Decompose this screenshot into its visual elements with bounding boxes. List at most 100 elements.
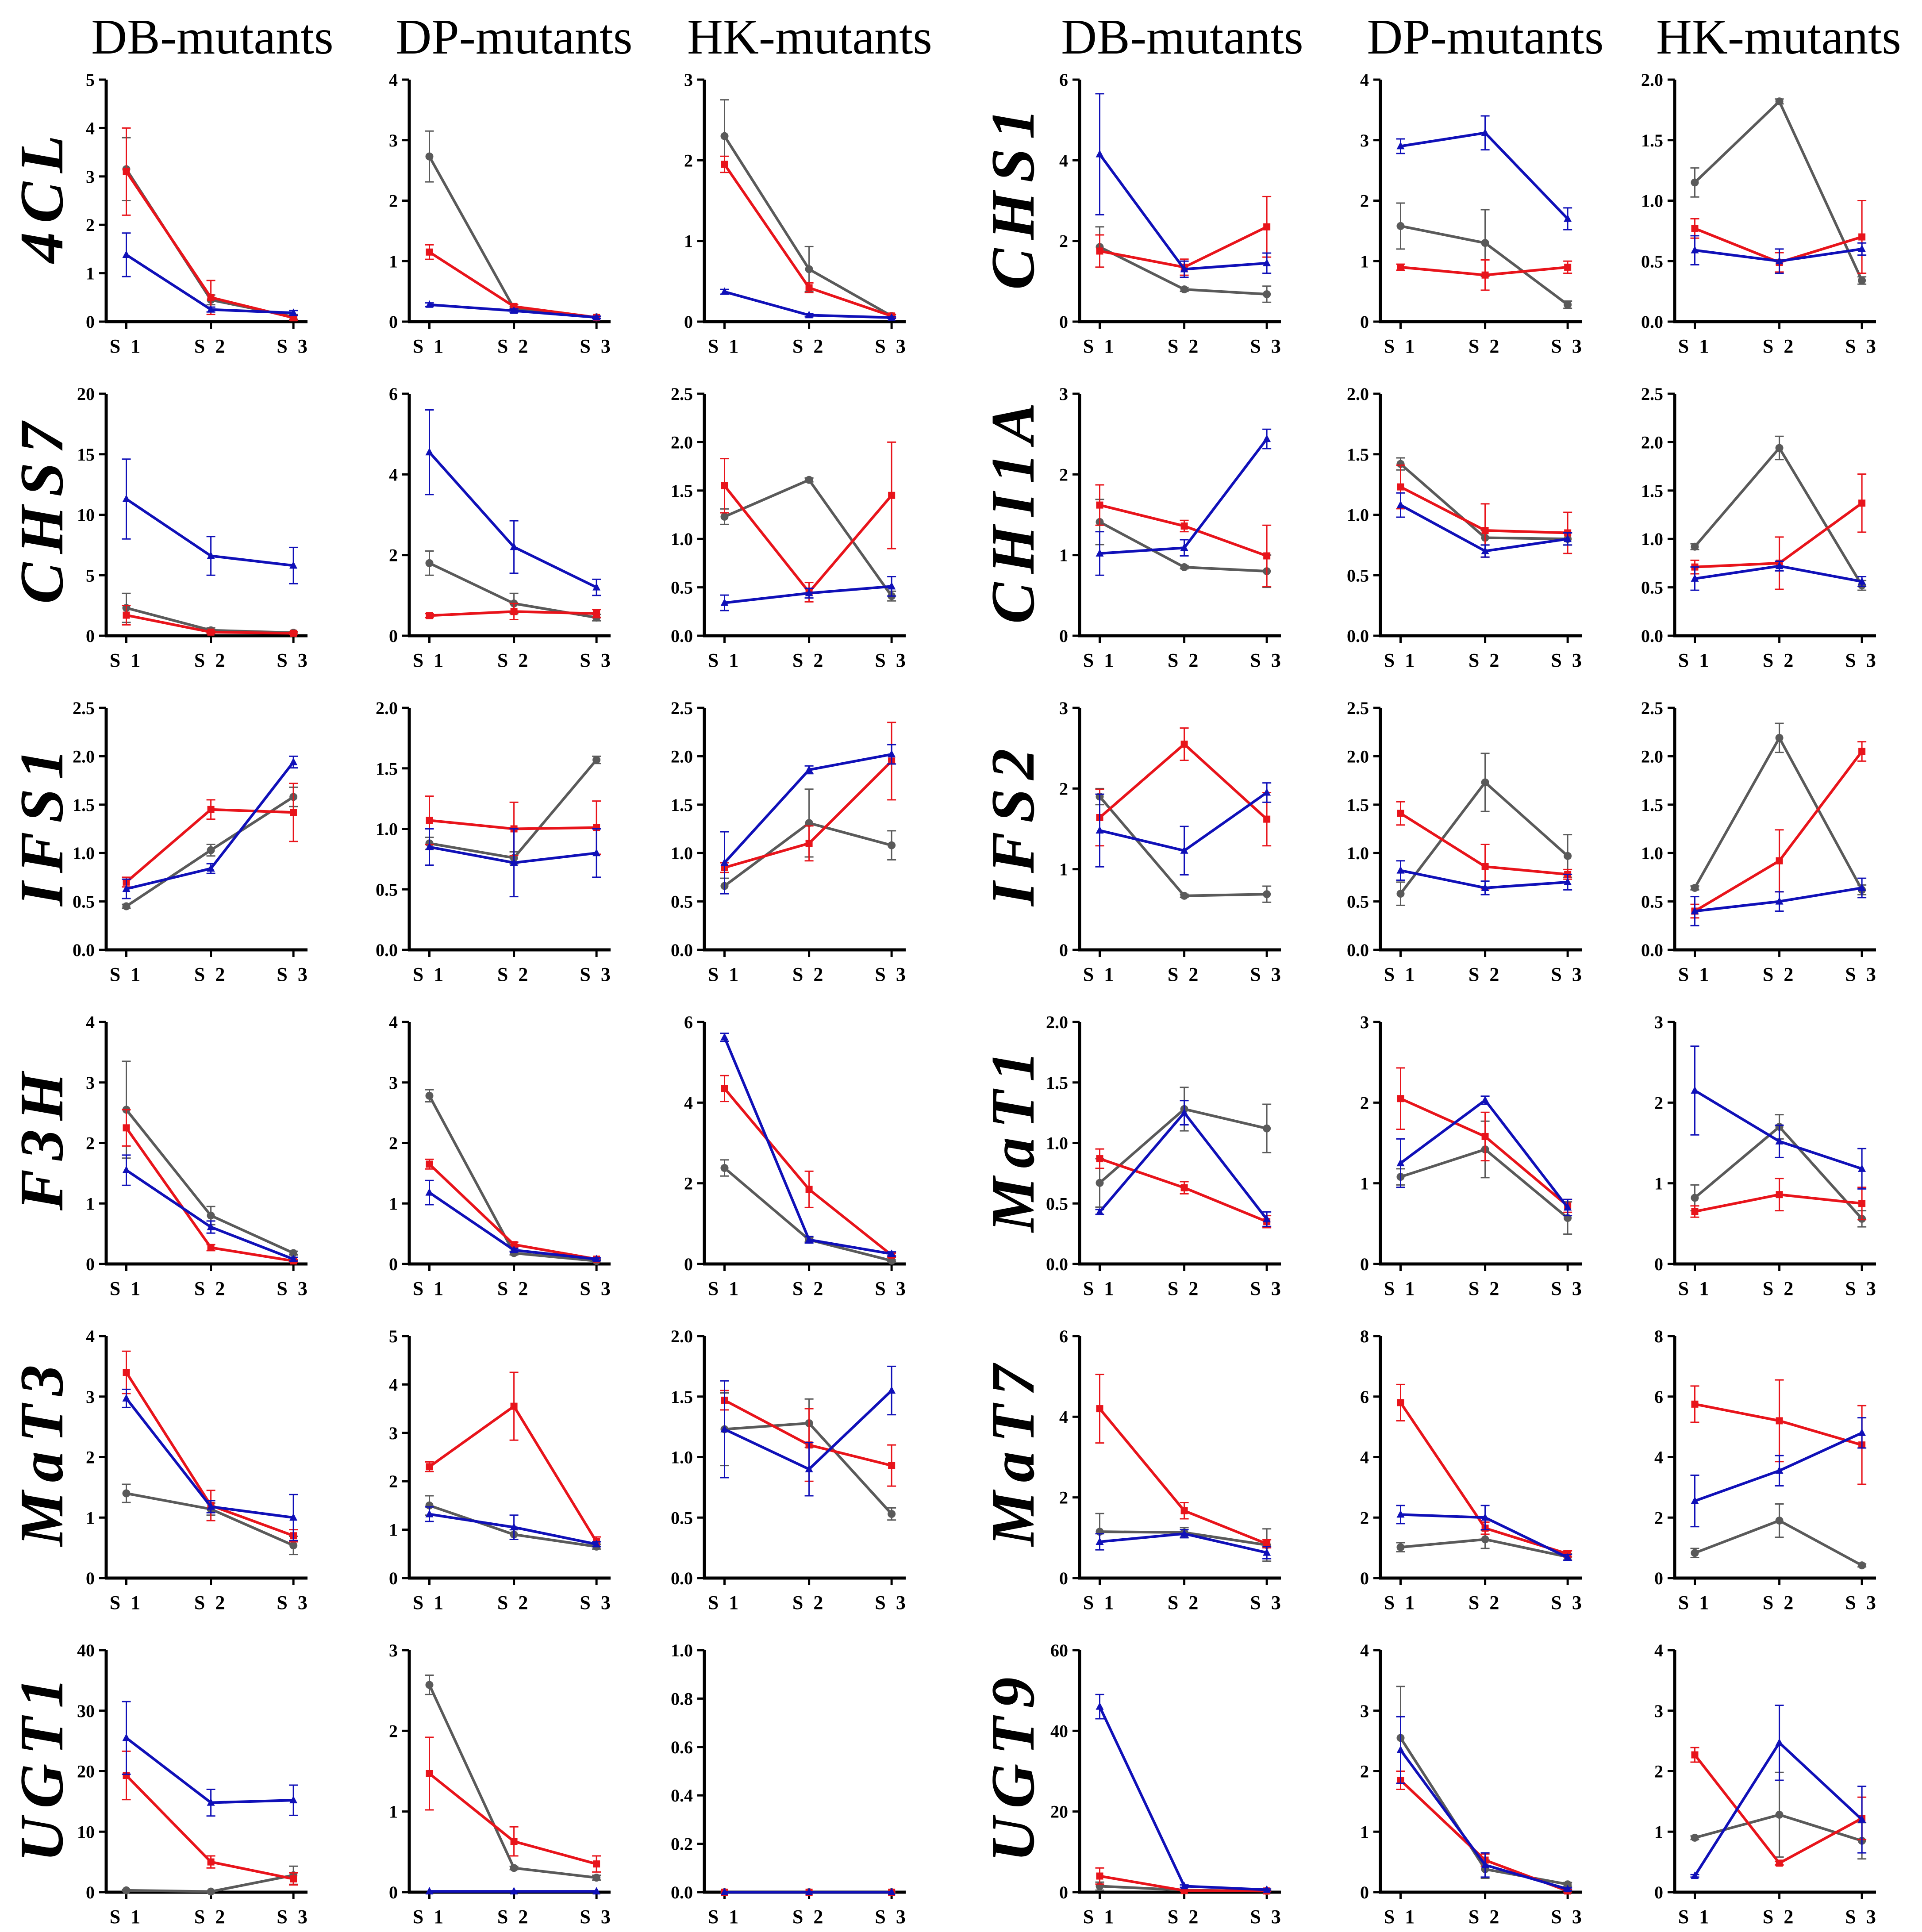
- x-tick-label: S 2: [497, 1278, 530, 1299]
- series-db: [425, 1158, 601, 1263]
- data-point: [1180, 543, 1188, 551]
- data-point: [805, 284, 813, 292]
- data-point: [122, 1394, 131, 1402]
- column-title-hk-left: HK-mutants: [687, 10, 932, 65]
- series-dp: [1396, 860, 1572, 895]
- data-point: [1775, 444, 1784, 452]
- data-point: [425, 559, 434, 567]
- y-tick-label: 2.0: [671, 1326, 693, 1346]
- data-point: [721, 1085, 728, 1092]
- y-tick-label: 1: [86, 1508, 95, 1528]
- y-tick-label: 0: [1360, 1568, 1369, 1588]
- x-tick-label: S 2: [1168, 1278, 1201, 1299]
- x-tick-label: S 3: [580, 1592, 613, 1613]
- data-point: [805, 840, 813, 847]
- series-dp: [1095, 1694, 1272, 1893]
- y-tick-label: 3: [389, 131, 398, 150]
- y-tick-label: 3: [1360, 131, 1369, 150]
- y-tick-label: 0.5: [73, 892, 95, 912]
- y-tick-label: 10: [77, 505, 95, 525]
- y-tick-label: 0.8: [671, 1689, 693, 1709]
- y-tick-label: 3: [1360, 1701, 1369, 1721]
- x-tick-label: S 3: [1250, 1592, 1283, 1613]
- data-point: [290, 630, 297, 637]
- data-point: [1858, 1428, 1866, 1436]
- x-tick-label: S 3: [1845, 1906, 1878, 1928]
- y-tick-label: 5: [389, 1326, 398, 1346]
- y-tick-label: 2.0: [1046, 1012, 1068, 1032]
- data-point: [1564, 877, 1572, 885]
- series-dp: [720, 287, 896, 321]
- chart-panel-chs7-hk-mutants: 0.0 0.5 1.0 1.5 2.0 2.5 S 1 S 2 S 3: [671, 384, 906, 671]
- chart-panel-f3h-db-mutants: 0 1 2 3 4 S 1 S 2 S 3: [86, 1012, 308, 1299]
- series-db: [1690, 1747, 1867, 1867]
- x-tick-label: S 1: [110, 964, 143, 985]
- data-point: [888, 750, 896, 758]
- chart-panel-4cl-db-mutants: 0 1 2 3 4 5 S 1 S 2 S 3: [86, 70, 308, 357]
- series-db: [720, 155, 896, 320]
- y-tick-label: 0.0: [1641, 626, 1663, 646]
- x-tick-label: S 1: [1384, 649, 1417, 671]
- data-point: [1858, 233, 1866, 241]
- series-line: [1098, 1706, 1267, 1891]
- x-tick-label: S 1: [1083, 964, 1116, 985]
- y-tick-label: 6: [684, 1012, 693, 1032]
- x-tick-label: S 3: [1551, 1278, 1584, 1299]
- y-tick-label: 0.0: [671, 626, 693, 646]
- x-tick-label: S 1: [1384, 964, 1417, 985]
- data-point: [1180, 1108, 1188, 1116]
- chart-panel-ugt9-hk-mutants: 0 1 2 3 4 S 1 S 2 S 3: [1654, 1640, 1878, 1928]
- y-tick-label: 3: [389, 1640, 398, 1660]
- data-point: [122, 250, 131, 258]
- x-tick-label: S 2: [1168, 1906, 1201, 1928]
- data-point: [805, 1186, 813, 1193]
- y-tick-label: 5: [86, 70, 95, 90]
- y-tick-label: 20: [1050, 1802, 1068, 1822]
- y-tick-label: 2: [1654, 1508, 1663, 1528]
- data-point: [1858, 277, 1866, 285]
- data-point: [888, 313, 896, 321]
- x-tick-label: S 3: [875, 1592, 908, 1613]
- data-point: [1096, 150, 1104, 157]
- data-point: [1858, 499, 1866, 507]
- y-tick-label: 1: [1059, 860, 1068, 880]
- x-tick-label: S 1: [708, 1278, 741, 1299]
- data-point: [1691, 225, 1699, 232]
- series-dp: [1396, 1505, 1572, 1561]
- data-point: [1691, 1208, 1699, 1215]
- chart-panel-chi1a-dp-mutants: 0.0 0.5 1.0 1.5 2.0 S 1 S 2 S 3: [1347, 384, 1582, 671]
- data-point: [289, 308, 298, 316]
- y-tick-label: 2.0: [671, 746, 693, 766]
- x-tick-label: S 2: [194, 1906, 227, 1928]
- y-tick-label: 1.5: [73, 795, 95, 815]
- data-point: [289, 561, 298, 569]
- y-tick-label: 0.5: [1347, 892, 1369, 912]
- series-dp: [1690, 235, 1867, 274]
- data-point: [1691, 1086, 1699, 1094]
- x-tick-label: S 2: [792, 649, 826, 671]
- chart-panel-ugt9-dp-mutants: 0 1 2 3 4 S 1 S 2 S 3: [1360, 1640, 1582, 1928]
- data-point: [1396, 222, 1405, 230]
- x-tick-label: S 3: [277, 649, 310, 671]
- data-point: [1397, 1399, 1404, 1406]
- series-db: [720, 441, 896, 603]
- x-tick-label: S 1: [1083, 1906, 1116, 1928]
- series-dp: [1690, 877, 1867, 926]
- series-dp: [720, 1365, 896, 1497]
- x-tick-label: S 1: [413, 649, 446, 671]
- y-tick-label: 0: [684, 1254, 693, 1274]
- x-tick-label: S 1: [708, 1906, 741, 1928]
- x-tick-label: S 2: [792, 1906, 826, 1928]
- series-dp: [1690, 561, 1867, 591]
- data-point: [1775, 1517, 1784, 1525]
- y-tick-label: 4: [86, 1012, 95, 1032]
- data-point: [1691, 1833, 1699, 1842]
- y-tick-label: 0.5: [671, 578, 693, 598]
- x-tick-label: S 1: [413, 964, 446, 985]
- x-tick-label: S 3: [1250, 1906, 1283, 1928]
- chart-panel-mat3-hk-mutants: 0.0 0.5 1.0 1.5 2.0 S 1 S 2 S 3: [671, 1326, 908, 1613]
- data-point: [1263, 434, 1271, 442]
- x-tick-label: S 2: [1763, 1592, 1796, 1613]
- data-point: [805, 819, 813, 827]
